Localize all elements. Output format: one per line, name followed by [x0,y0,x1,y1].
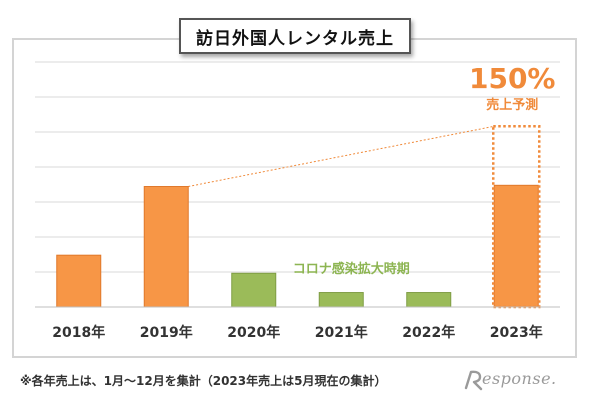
x-tick-label: 2023年 [490,324,543,341]
bar-2023年 [493,184,539,308]
projection-box [492,125,541,309]
bar-2019年 [143,186,189,308]
response-logo: esponse. [462,368,584,394]
x-tick-label: 2022年 [402,324,455,341]
projection-value-label: 150% [469,62,556,95]
x-tick-label: 2019年 [140,324,193,341]
bar-2018年 [56,254,102,308]
response-logo-mark-icon [464,370,483,391]
response-logo-text: esponse. [482,369,557,388]
bar-2021年 [318,292,364,308]
chart-frame [12,38,577,358]
x-tick-label: 2020年 [227,324,280,341]
bar-2022年 [406,292,452,308]
projection-trend-line [188,125,495,188]
x-tick-label: 2021年 [315,324,368,341]
footnote: ※各年売上は、1月～12月を集計（2023年売上は5月現在の集計） [20,374,387,388]
projection-text-label: 売上予測 [486,97,538,113]
covid-annotation: コロナ感染拡大時期 [293,261,410,277]
chart-title: 訪日外国人レンタル売上 [179,18,411,54]
bar-2020年 [231,272,277,308]
x-tick-label: 2018年 [52,324,105,341]
